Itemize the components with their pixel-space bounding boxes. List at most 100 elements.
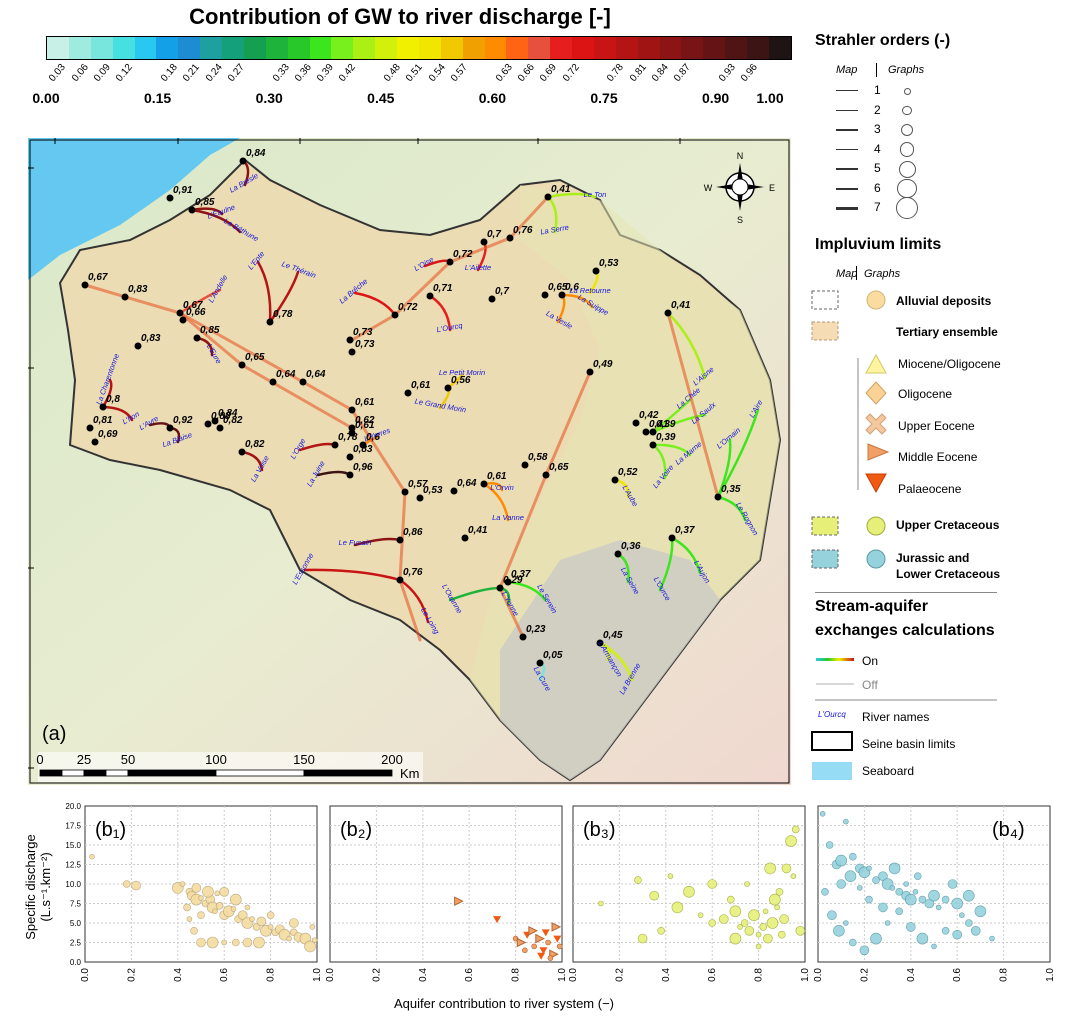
river-line [506, 580, 547, 602]
gauging-point [558, 291, 566, 299]
gauging-point [348, 348, 356, 356]
gauging-value: 0,84 [218, 408, 238, 419]
gauging-point [348, 406, 356, 414]
gauging-value: 0,61 [355, 397, 375, 408]
river-line [256, 260, 272, 324]
colorbar-major-tick: 0.45 [367, 90, 395, 106]
exchanges-off: Off [862, 678, 878, 692]
y-axis-title: Specific discharge (L.s⁻¹.km⁻²) [23, 807, 53, 967]
river-label: La Vanne [492, 513, 524, 522]
gauging-point [396, 536, 404, 544]
panel-label: (b₃) [583, 819, 616, 841]
scatter-point [884, 920, 891, 926]
gauging-value: 0,85 [195, 197, 215, 208]
strahler-line [836, 90, 858, 91]
gauging-point [488, 295, 496, 303]
gauging-point [426, 292, 434, 300]
river-name-sample: L'Ourcq [818, 710, 846, 719]
gauging-value: 0,91 [173, 185, 193, 196]
scatter-panel: (b₁) 0.0 0.2 0.4 0.6 0.8 1.0 [80, 805, 323, 982]
scatter-point [916, 932, 929, 945]
scatter-point [872, 876, 880, 884]
scatter-point [522, 947, 528, 954]
gauging-value: 0,7 [487, 229, 501, 240]
scatter-point [634, 876, 642, 884]
scatter-point [718, 914, 729, 924]
river-line [651, 443, 692, 457]
river-line [178, 288, 222, 315]
scatter-point [952, 929, 963, 940]
colorbar-bin [331, 37, 354, 59]
scatter-point [766, 917, 779, 929]
gauging-value: 0,73 [355, 339, 375, 350]
scatter-point [913, 872, 922, 881]
scatter-point [833, 924, 845, 937]
scatter-point [777, 930, 786, 939]
gauging-value: 0,72 [398, 302, 418, 313]
strahler-title: Strahler orders (-) [815, 32, 951, 49]
gauging-point [544, 193, 552, 201]
exchanges-title-1: Stream-aquifer [815, 598, 928, 615]
colorbar-bin [309, 37, 332, 59]
gauging-value: 0,39 [656, 419, 676, 430]
gauging-point [541, 291, 549, 299]
gauging-value: 0,76 [513, 225, 533, 236]
x-tick-label: 0.8 [754, 968, 765, 982]
y-tick-label: 10.0 [65, 880, 81, 889]
colorbar-bin [768, 37, 791, 59]
legend-upper-eocene: Upper Eocene [898, 419, 975, 433]
scatter-point [878, 902, 888, 913]
scatter-point [763, 933, 773, 944]
gauging-value: 0,88 [211, 411, 231, 422]
scatter-point [775, 887, 784, 896]
gauging-point [611, 476, 619, 484]
scatter-point [903, 881, 909, 887]
x-tick-label: 1.0 [312, 968, 323, 982]
x-tick-label: 0.8 [999, 968, 1010, 982]
scatter-point [304, 940, 316, 953]
scatter-point [769, 893, 781, 906]
scatter-point [266, 911, 275, 920]
gauging-value: 0,61 [411, 380, 431, 391]
y-tick-label: 2.5 [70, 939, 82, 948]
x-tick-label: 0.0 [325, 968, 336, 982]
scatter-point [649, 890, 660, 901]
gauging-value: 0,49 [593, 359, 613, 370]
gauging-point [642, 428, 650, 436]
colorbar-bin [703, 37, 726, 59]
scatter-point [744, 925, 755, 936]
gauging-point [396, 576, 404, 584]
legend-river-names: River names [862, 710, 930, 724]
scale-bar-tick: 100 [205, 752, 227, 767]
colorbar-bin [506, 37, 529, 59]
gauging-point [204, 420, 212, 428]
compass-n: N [737, 151, 744, 161]
scale-bar-background [38, 752, 423, 782]
scatter-point [253, 936, 265, 949]
gauging-value: 0,53 [423, 485, 443, 496]
gauging-point [416, 494, 424, 502]
gauging-value: 0,85 [200, 325, 220, 336]
strahler-line [836, 109, 858, 111]
colorbar-major-tick: 0.15 [143, 90, 172, 106]
gauging-value: 0,39 [656, 432, 676, 443]
scatter-point [535, 933, 545, 944]
scatter-point [286, 935, 292, 942]
gauging-value: 0,62 [355, 415, 375, 426]
scatter-point [667, 873, 674, 880]
colorbar-bin [637, 37, 660, 59]
colorbar [46, 36, 792, 60]
y-tick-label: 12.5 [65, 861, 81, 870]
scatter-point [856, 885, 863, 891]
strahler-order: 7 [874, 200, 881, 214]
gauging-point [134, 342, 142, 350]
scatter-point [835, 854, 848, 867]
colorbar-major-tick: 0.00 [32, 90, 60, 106]
strahler-circle [897, 178, 917, 199]
scatter-point [748, 909, 760, 922]
x-tick-label: 1.0 [1045, 968, 1056, 982]
river-label: Le Petit Morin [439, 368, 485, 377]
gauging-value: 0,86 [403, 527, 423, 538]
scatter-point [895, 907, 904, 916]
river-line [560, 293, 594, 309]
